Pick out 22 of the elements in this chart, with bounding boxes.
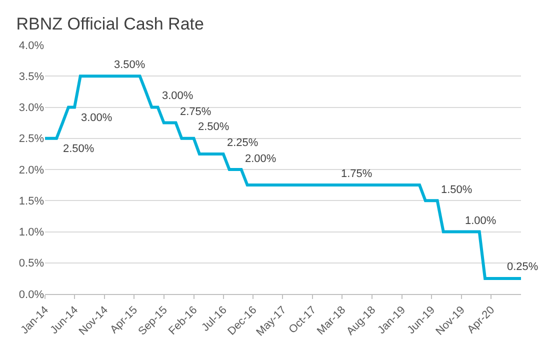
data-label: 2.50% bbox=[198, 121, 230, 133]
y-tick-label: 1.0% bbox=[18, 226, 44, 239]
y-tick-label: 0.0% bbox=[18, 288, 44, 301]
y-tick-label: 0.5% bbox=[18, 258, 44, 270]
data-label: 2.25% bbox=[227, 137, 258, 149]
data-label: 2.50% bbox=[63, 143, 94, 155]
data-label: 3.00% bbox=[81, 112, 112, 124]
data-label: 3.00% bbox=[162, 90, 194, 102]
y-tick-label: 2.0% bbox=[18, 164, 44, 176]
y-tick-label: 2.5% bbox=[18, 133, 44, 146]
data-label: 1.00% bbox=[465, 215, 496, 227]
data-label: 2.00% bbox=[245, 153, 276, 165]
data-label: 3.50% bbox=[114, 59, 146, 71]
y-tick-label: 3.0% bbox=[18, 102, 44, 114]
data-label: 2.75% bbox=[180, 106, 212, 118]
data-label: 0.25% bbox=[507, 261, 538, 273]
chart-title: RBNZ Official Cash Rate bbox=[16, 14, 204, 34]
y-tick-label: 3.5% bbox=[18, 70, 44, 83]
y-tick-label: 1.5% bbox=[18, 195, 44, 208]
data-label: 1.50% bbox=[441, 184, 472, 196]
y-tick-label: 4.0% bbox=[18, 40, 44, 52]
data-label: 1.75% bbox=[341, 168, 372, 180]
